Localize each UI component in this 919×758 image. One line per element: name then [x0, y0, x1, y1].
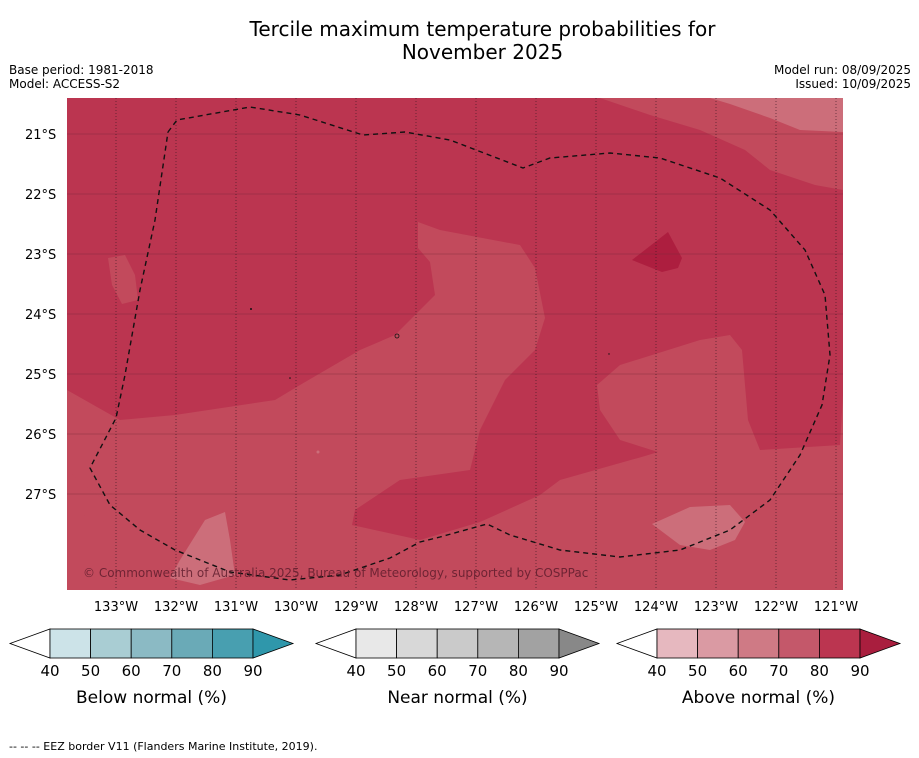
colorbar-segment — [90, 628, 132, 659]
model-name: Model: ACCESS-S2 — [9, 77, 121, 91]
colorbar-tick: 80 — [810, 662, 829, 680]
island-marker — [394, 333, 400, 339]
lon-label: 133°W — [94, 600, 138, 615]
colorbar-label: Near normal (%) — [387, 688, 527, 708]
lon-gridlines — [115, 98, 837, 590]
lon-label: 122°W — [754, 600, 798, 615]
island-marker — [316, 450, 320, 454]
colorbar-segment — [477, 628, 519, 659]
probability-zone-60-70-sw — [170, 512, 235, 585]
colorbar-tick: 80 — [509, 662, 528, 680]
colorbar-near: 40 50 60 70 80 90 Near normal (%) — [314, 628, 601, 708]
colorbar-segment — [49, 628, 91, 659]
map-panel: © Commonwealth of Australia 2025, Bureau… — [67, 98, 843, 590]
colorbar-low-extend — [314, 628, 357, 659]
lat-labels: 21°S 22°S 23°S 24°S 25°S 26°S 27°S — [25, 128, 56, 503]
eez-footnote: -- -- -- EEZ border V11 (Flanders Marine… — [9, 740, 318, 753]
lat-label: 27°S — [25, 488, 56, 503]
colorbar-tick: 50 — [688, 662, 707, 680]
colorbar-tick: 70 — [468, 662, 487, 680]
lon-label: 121°W — [814, 600, 858, 615]
lon-label: 124°W — [634, 600, 678, 615]
lat-label: 22°S — [25, 188, 56, 203]
colorbar-tick: 50 — [387, 662, 406, 680]
lon-labels: 133°W 132°W 131°W 130°W 129°W 128°W 127°… — [94, 600, 858, 615]
colorbar-below: 40 50 60 70 80 90 Below normal (%) — [8, 628, 295, 708]
probability-zone-70-80 — [67, 222, 843, 590]
colorbar-segment — [130, 628, 173, 659]
island-marker — [289, 377, 291, 379]
colorbar-above: 40 50 60 70 80 90 Above normal (%) — [615, 628, 902, 708]
colorbar-segment — [656, 628, 698, 659]
colorbar-tick: 90 — [549, 662, 568, 680]
lon-label: 129°W — [334, 600, 378, 615]
model-run: Model run: 08/09/2025 — [773, 63, 911, 77]
colorbar-tick: 70 — [769, 662, 788, 680]
colorbar-high-extend — [558, 628, 601, 659]
colorbar-tick: 80 — [203, 662, 222, 680]
run-info: Model run: 08/09/2025 Issued: 10/09/2025 — [774, 63, 911, 91]
colorbar-tick: 40 — [346, 662, 365, 680]
copyright-notice: © Commonwealth of Australia 2025, Bureau… — [83, 566, 588, 580]
probability-zone-60-70-se — [652, 505, 745, 550]
island-marker — [250, 308, 252, 310]
colorbar-segment — [819, 628, 861, 659]
colorbar-tick: 70 — [162, 662, 181, 680]
probability-zone-60-70-ne — [710, 98, 843, 132]
colorbar-tick: 40 — [647, 662, 666, 680]
colorbar-label: Below normal (%) — [76, 688, 227, 708]
colorbar-tick: 60 — [729, 662, 748, 680]
colorbar-tick: 90 — [243, 662, 262, 680]
colorbar-segment — [396, 628, 438, 659]
colorbar-segment — [737, 628, 780, 659]
probability-zone-70-80-w — [108, 255, 138, 304]
colorbar-tick: 60 — [122, 662, 141, 680]
title-line-1: Tercile maximum temperature probabilitie… — [249, 17, 716, 41]
colorbar-tick: 40 — [40, 662, 59, 680]
colorbar-segment — [436, 628, 479, 659]
colorbar-high-extend — [859, 628, 902, 659]
lon-label: 125°W — [574, 600, 618, 615]
colorbars: 40 50 60 70 80 90 Below normal (%) 40 50 60 70 80 90… — [8, 628, 902, 708]
colorbar-label: Above normal (%) — [682, 688, 835, 708]
lat-label: 21°S — [25, 128, 56, 143]
colorbar-high-extend — [252, 628, 295, 659]
map-title: Tercile maximum temperature probabilitie… — [0, 18, 919, 64]
colorbar-segment — [778, 628, 820, 659]
colorbar-segment — [171, 628, 213, 659]
colorbar-tick: 90 — [850, 662, 869, 680]
island-marker — [608, 353, 610, 355]
colorbar-tick: 50 — [81, 662, 100, 680]
lat-label: 26°S — [25, 428, 56, 443]
lat-gridlines — [67, 133, 843, 495]
lon-label: 123°W — [694, 600, 738, 615]
probability-zone-90 — [632, 232, 682, 272]
lon-label: 128°W — [394, 600, 438, 615]
colorbar-segment — [697, 628, 739, 659]
base-info: Base period: 1981-2018 Model: ACCESS-S2 — [9, 63, 154, 91]
base-period: Base period: 1981-2018 — [9, 63, 154, 77]
colorbar-tick: 60 — [428, 662, 447, 680]
lat-label: 24°S — [25, 308, 56, 323]
lon-label: 130°W — [274, 600, 318, 615]
lat-label: 25°S — [25, 368, 56, 383]
title-line-2: November 2025 — [401, 40, 564, 64]
colorbar-low-extend — [8, 628, 51, 659]
probability-zone-70-80-sw — [67, 470, 130, 530]
lon-label: 131°W — [214, 600, 258, 615]
colorbar-segment — [211, 628, 254, 659]
lat-label: 23°S — [25, 248, 56, 263]
issued-date: Issued: 10/09/2025 — [795, 77, 911, 91]
lon-label: 132°W — [154, 600, 198, 615]
colorbar-segment — [355, 628, 397, 659]
lon-label: 127°W — [454, 600, 498, 615]
lon-label: 126°W — [514, 600, 558, 615]
colorbar-low-extend — [615, 628, 658, 659]
colorbar-segment — [518, 628, 560, 659]
